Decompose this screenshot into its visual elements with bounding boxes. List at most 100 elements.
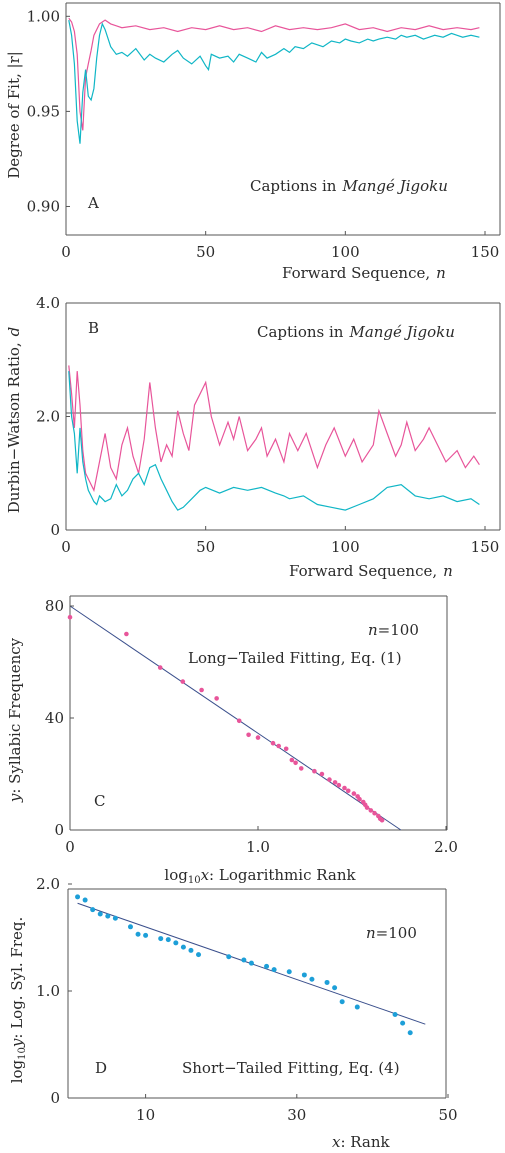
panel-c-point — [332, 780, 338, 785]
panel-d-point — [226, 954, 232, 960]
panel-a-xtick-label: 0 — [61, 243, 71, 261]
panel-b-ticks: 0 50 100 150 0 2.0 4.0 — [36, 294, 499, 556]
panel-d-point — [105, 913, 111, 919]
panel-a-ticks: 0 50 100 150 0.90 0.95 1.00 — [27, 7, 500, 261]
panel-a-annotation-title: Mangé Jigoku — [341, 177, 447, 195]
panel-a-ytick-label: 0.95 — [27, 102, 60, 120]
panel-b-xlabel-text: Forward Sequence, — [289, 562, 437, 580]
panel-c: 0 1.0 2.0 0 40 80 y: Syllabic Frequency log10… — [6, 595, 458, 886]
panel-c-point — [327, 777, 332, 782]
panel-c-point — [357, 796, 362, 802]
panel-d-point — [309, 976, 315, 982]
panel-d-point — [286, 969, 292, 975]
panel-c-xlabel-sub: 10 — [188, 875, 201, 886]
panel-a: 0 50 100 150 0.90 0.95 1.00 Degree of Fit, |r|… — [5, 2, 501, 282]
panel-b-xlabel: Forward Sequence, n — [289, 562, 453, 580]
panel-d-point — [324, 979, 330, 985]
panel-d-xtick-label: 50 — [438, 1106, 457, 1124]
panel-c-point — [124, 631, 129, 637]
panel-b-xtick-label: 100 — [331, 538, 360, 556]
panel-c-point — [379, 817, 385, 823]
panel-d-ylabel-log: log — [8, 1059, 26, 1083]
panel-c-point — [270, 740, 276, 746]
panel-c-fit-line — [69, 605, 402, 831]
panel-a-series — [68, 17, 480, 144]
panel-c-point — [368, 808, 374, 813]
panel-d-point — [339, 999, 345, 1005]
panel-a-annotation: Captions in Mangé Jigoku — [250, 177, 448, 195]
panel-c-n-var: n — [368, 621, 378, 639]
panel-d-ticks: 10 30 50 0 1.0 2.0 — [36, 875, 457, 1124]
panel-d-point — [301, 972, 307, 978]
panel-b-ytick-label: 0 — [50, 521, 60, 539]
panel-d-point — [127, 924, 133, 930]
panel-c-xlabel: log10x: Logarithmic Rank — [164, 866, 356, 886]
panel-c-ylabel: y: Syllabic Frequency — [6, 637, 24, 803]
panel-b-annotation: Captions in Mangé Jigoku — [257, 323, 455, 341]
panel-c-point — [298, 766, 304, 771]
panel-c-point — [276, 743, 281, 749]
panel-c-point — [236, 718, 242, 724]
panel-c-point — [372, 810, 377, 816]
panel-a-annotation-text: Captions in — [250, 177, 337, 195]
panel-c-xlabel-log: log — [164, 866, 188, 884]
panel-d-point — [135, 931, 141, 937]
panel-a-series-cyan — [68, 19, 480, 144]
panel-c-ylabel-text: : Syllabic Frequency — [6, 637, 24, 793]
panel-c-point — [319, 771, 325, 777]
panel-d-point — [82, 897, 88, 903]
panel-d-point — [400, 1020, 406, 1026]
panel-b-ytick-label: 4.0 — [36, 294, 60, 312]
panel-b-xtick-label: 150 — [471, 538, 500, 556]
panel-c-point — [180, 679, 186, 684]
panel-d-point — [158, 936, 164, 942]
panel-c-ylabel-var: y — [6, 793, 24, 803]
panel-d-xtick-label: 30 — [287, 1106, 306, 1124]
panel-b-ylabel-var: d — [5, 327, 23, 337]
panel-d-ylabel-var: y — [8, 1038, 26, 1048]
panel-d-point — [75, 894, 81, 900]
panel-a-xtick-label: 150 — [471, 243, 500, 261]
panel-b-xtick-label: 50 — [196, 538, 215, 556]
panel-d-point — [392, 1012, 398, 1018]
panel-d-points — [75, 894, 413, 1036]
panel-d-point — [196, 952, 202, 958]
panel-d-point — [354, 1004, 360, 1010]
panel-d-letter: D — [95, 1059, 107, 1077]
panel-a-xlabel-var: n — [436, 264, 446, 282]
panel-c-xlabel-var: x — [201, 866, 210, 884]
panel-b-series — [68, 365, 480, 511]
panel-d-ytick-label: 2.0 — [36, 875, 60, 893]
panel-c-xtick-label: 1.0 — [246, 838, 270, 856]
panel-d-point — [264, 963, 270, 969]
panel-c-point — [364, 805, 370, 810]
panel-c-ytick-label: 80 — [45, 597, 64, 615]
panel-c-xlabel-text: : Logarithmic Rank — [209, 866, 356, 884]
panel-c-point — [199, 687, 204, 693]
panel-d-point — [97, 911, 103, 917]
panel-c-point — [246, 732, 251, 738]
panel-c-point — [336, 782, 342, 788]
panel-c-xtick-label: 2.0 — [434, 838, 458, 856]
panel-c-point — [293, 760, 298, 766]
panel-d-frame — [67, 888, 447, 1099]
panel-d-xlabel-text: : Rank — [340, 1133, 390, 1151]
panel-b-ylabel: Durbin−Watson Ratio, d — [5, 327, 23, 514]
panel-c-ytick-label: 40 — [45, 709, 64, 727]
panel-b-annotation-text: Captions in — [257, 323, 344, 341]
panel-d-ylabel-text: : Log. Syl. Freq. — [8, 917, 26, 1039]
panel-d-point — [143, 932, 149, 938]
panel-c-point — [283, 746, 289, 752]
panel-b-series-cyan — [68, 371, 480, 511]
panel-c-point — [157, 665, 163, 670]
panel-d-ylabel-sub: 10 — [17, 1047, 28, 1060]
panel-d-ytick-label: 1.0 — [36, 982, 60, 1000]
panel-d-point — [112, 915, 118, 921]
panel-b-annotation-title: Mangé Jigoku — [348, 323, 454, 341]
panel-b-ylabel-text: Durbin−Watson Ratio, — [5, 342, 23, 513]
panel-d-point — [165, 937, 171, 943]
panel-b-series-pink — [68, 365, 480, 493]
panel-d-n-text: =100 — [376, 924, 417, 942]
panel-d-ytick-label: 0 — [50, 1089, 60, 1107]
